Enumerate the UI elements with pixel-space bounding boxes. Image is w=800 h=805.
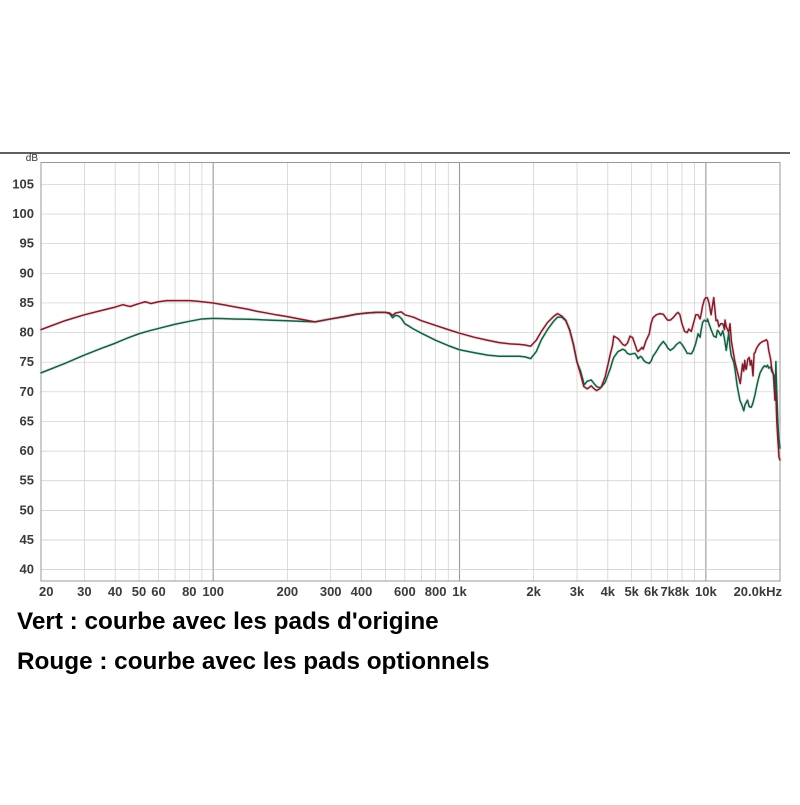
svg-text:20.0kHz: 20.0kHz bbox=[734, 584, 783, 599]
svg-text:45: 45 bbox=[20, 532, 34, 547]
svg-text:40: 40 bbox=[108, 584, 122, 599]
svg-text:50: 50 bbox=[20, 502, 34, 517]
svg-text:8k: 8k bbox=[675, 584, 690, 599]
svg-text:dB: dB bbox=[26, 153, 39, 164]
svg-text:80: 80 bbox=[182, 584, 196, 599]
svg-text:65: 65 bbox=[20, 413, 34, 428]
svg-text:60: 60 bbox=[151, 584, 165, 599]
svg-text:300: 300 bbox=[320, 584, 342, 599]
svg-text:5k: 5k bbox=[624, 584, 639, 599]
svg-text:50: 50 bbox=[132, 584, 146, 599]
svg-text:90: 90 bbox=[20, 265, 34, 280]
svg-text:20: 20 bbox=[39, 584, 53, 599]
svg-text:800: 800 bbox=[425, 584, 447, 599]
svg-text:60: 60 bbox=[20, 443, 34, 458]
svg-text:100: 100 bbox=[202, 584, 224, 599]
svg-text:2k: 2k bbox=[526, 584, 541, 599]
svg-text:95: 95 bbox=[20, 236, 34, 251]
svg-text:100: 100 bbox=[12, 206, 34, 221]
svg-text:80: 80 bbox=[20, 325, 34, 340]
svg-text:200: 200 bbox=[276, 584, 298, 599]
svg-text:4k: 4k bbox=[601, 584, 616, 599]
svg-text:1k: 1k bbox=[452, 584, 467, 599]
svg-text:105: 105 bbox=[12, 176, 34, 191]
svg-text:10k: 10k bbox=[695, 584, 717, 599]
svg-text:85: 85 bbox=[20, 295, 34, 310]
svg-text:75: 75 bbox=[20, 354, 34, 369]
svg-text:600: 600 bbox=[394, 584, 416, 599]
svg-text:70: 70 bbox=[20, 384, 34, 399]
svg-text:6k: 6k bbox=[644, 584, 659, 599]
svg-text:400: 400 bbox=[351, 584, 373, 599]
svg-text:3k: 3k bbox=[570, 584, 585, 599]
svg-text:7k: 7k bbox=[660, 584, 675, 599]
svg-text:30: 30 bbox=[77, 584, 91, 599]
svg-text:40: 40 bbox=[20, 562, 34, 577]
svg-text:55: 55 bbox=[20, 473, 34, 488]
